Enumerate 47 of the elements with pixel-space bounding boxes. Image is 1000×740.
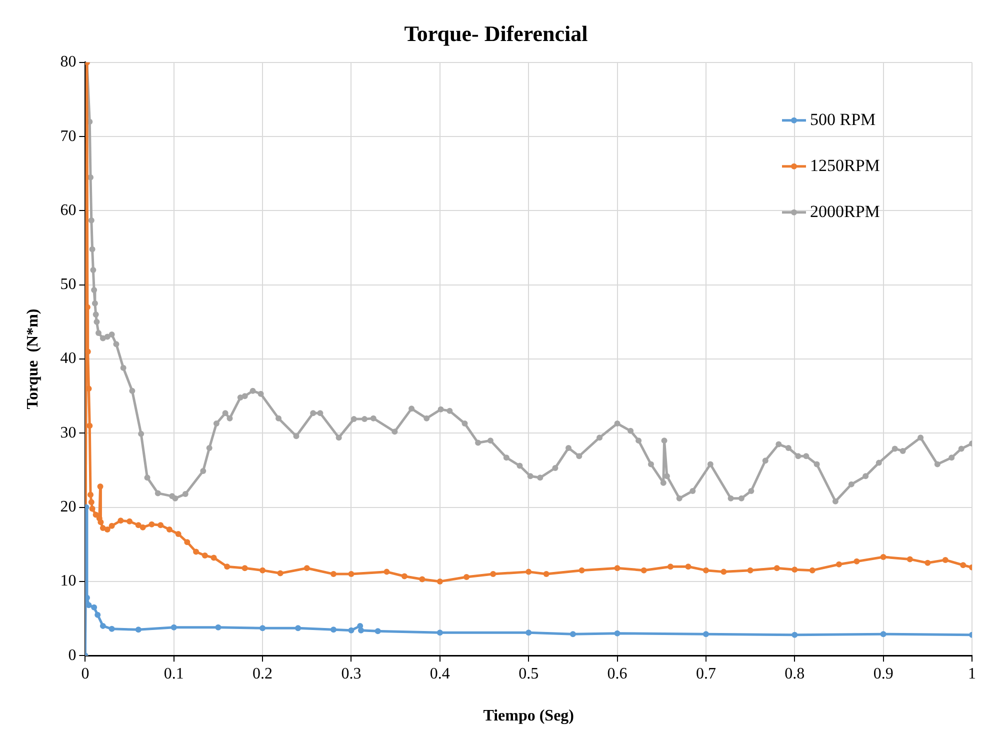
point [260,625,266,632]
point [702,631,709,638]
y-tick-label: 20 [60,498,76,516]
legend-label: 1250RPM [810,156,880,175]
x-tick-label: 0.5 [518,665,539,682]
chart-title: Torque- Diferencial [404,20,588,46]
point [135,626,142,633]
point [170,624,177,630]
x-tick-label: 0.8 [784,665,805,682]
y-axis-title: Torque (N*m) [24,308,42,410]
x-tick-label: 0.3 [341,665,362,682]
point [91,604,98,610]
x-tick-label: 0.6 [607,665,628,682]
y-tick-label: 80 [60,54,76,71]
point [295,625,302,632]
y-tick-label: 40 [60,350,76,368]
legend-label: 2000RPM [810,202,880,221]
x-tick-label: 0.2 [252,665,273,682]
x-tick-label: 1 [968,665,976,682]
point [436,630,443,636]
point [348,627,354,634]
legend-label: 500 RPM [810,110,876,129]
x-tick-label: 0.7 [696,665,716,682]
point [374,628,381,634]
x-tick-label: 0.9 [873,665,894,682]
x-tick-label: 0.4 [430,665,450,682]
y-tick-label: 70 [60,128,76,145]
point [215,624,222,630]
point [880,631,886,638]
x-tick-label: 0 [81,665,90,682]
point [792,632,798,638]
y-tick-label: 30 [60,424,76,442]
point [94,612,101,618]
y-tick-label: 50 [60,276,76,294]
point [358,627,364,634]
x-tick-label: 0.1 [164,665,184,682]
point [570,631,576,638]
x-axis-title: Tiempo (Seg) [483,708,574,725]
point [108,626,115,632]
point [526,630,532,636]
point [100,622,106,629]
y-tick-label: 10 [60,572,76,590]
y-tick-label: 60 [60,202,76,219]
point [85,594,90,601]
point [330,626,337,633]
point [614,630,620,636]
y-tick-label: 0 [68,646,76,664]
